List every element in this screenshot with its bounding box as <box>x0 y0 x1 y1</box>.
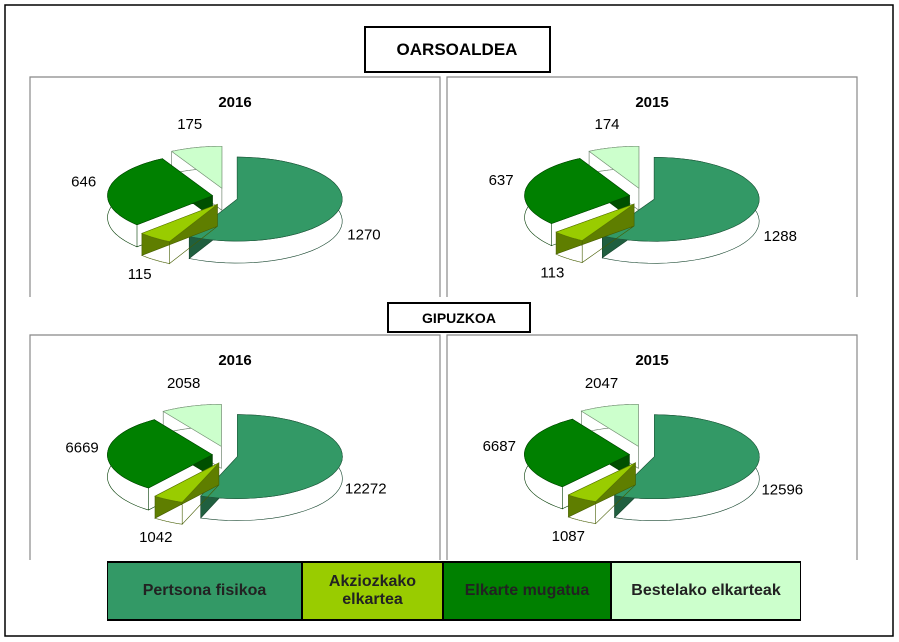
slice-top <box>580 404 639 447</box>
slice <box>141 203 218 265</box>
slice <box>580 404 639 469</box>
data-label: 175 <box>177 116 202 133</box>
data-label: 646 <box>71 173 96 190</box>
slice <box>107 158 214 248</box>
slice <box>524 418 631 510</box>
data-label: 113 <box>540 265 564 282</box>
slice-top <box>555 203 635 241</box>
legend-entry: Pertsona fisikoa <box>108 563 303 619</box>
slice-top <box>171 146 223 189</box>
section-box <box>387 302 531 333</box>
slice <box>162 404 222 469</box>
slice-top <box>154 462 220 503</box>
pie-title: 2016 <box>218 352 251 369</box>
slice <box>188 156 343 264</box>
slice <box>567 462 636 525</box>
slice <box>588 146 640 211</box>
slice <box>555 203 635 264</box>
data-label: 637 <box>489 172 514 189</box>
panel-frames-top <box>29 76 858 297</box>
data-label: 1087 <box>552 528 585 545</box>
slice <box>107 419 214 511</box>
slice-top <box>200 414 343 499</box>
legend-entry: Bestelako elkarteak <box>612 563 800 619</box>
pie-title: 2016 <box>218 94 251 111</box>
data-label: 1270 <box>347 226 380 243</box>
data-label: 12272 <box>345 480 387 497</box>
slice-top <box>107 419 214 489</box>
pie-title: 2015 <box>635 352 668 369</box>
slice-top <box>567 462 636 502</box>
data-label: 12596 <box>761 481 803 498</box>
slice-top <box>601 156 760 242</box>
slice-top <box>141 203 218 242</box>
slice <box>200 414 343 521</box>
data-label: 2047 <box>585 375 618 392</box>
slice <box>601 156 760 264</box>
section-box <box>364 26 551 73</box>
pie-title: 2015 <box>635 94 668 111</box>
panel-frames-bottom <box>29 334 858 560</box>
slice-side <box>555 203 635 264</box>
slice-top <box>107 158 214 226</box>
section-title: GIPUZKOA <box>422 310 496 326</box>
data-label: 1042 <box>139 529 172 546</box>
data-label: 115 <box>128 266 152 283</box>
slice-top <box>162 404 222 447</box>
data-label: 174 <box>595 116 620 133</box>
slice <box>171 146 223 211</box>
legend-entry: Elkarte mugatua <box>444 563 612 619</box>
section-title: OARSOALDEA <box>397 40 518 59</box>
slice-top <box>524 418 631 488</box>
legend-entry: Akziozkako elkartea <box>303 563 444 619</box>
data-label: 6669 <box>65 440 98 457</box>
outer-border <box>4 4 894 637</box>
slice-top <box>524 158 631 224</box>
data-label: 6687 <box>483 438 516 455</box>
slice <box>524 157 631 247</box>
slice-top <box>613 414 760 499</box>
slice <box>613 414 760 521</box>
slice <box>154 462 220 525</box>
data-label: 1288 <box>764 228 797 245</box>
slice-top <box>588 146 640 189</box>
slice-top <box>188 156 343 242</box>
data-label: 2058 <box>167 375 200 392</box>
